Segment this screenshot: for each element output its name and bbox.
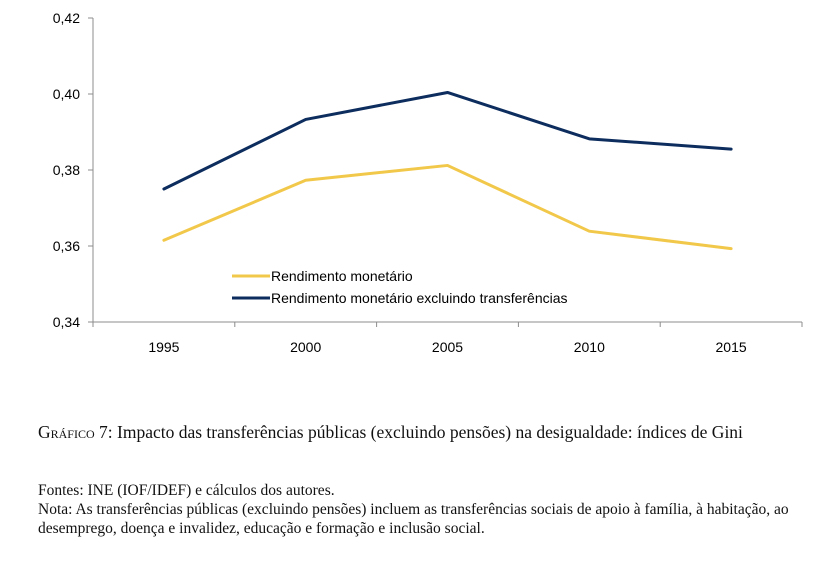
figure-caption: Gráfico 7: Impacto das transferências pú… [38,421,818,443]
legend-label: Rendimento monetário [271,268,413,284]
y-tick-label: 0,36 [53,238,80,254]
y-tick-label: 0,40 [53,86,80,102]
gini-line-chart: 0,34 0,36 0,38 0,40 0,42 1995 2000 2005 2010 201… [53,10,803,355]
legend-label: Rendimento monetário excluindo transferê… [271,290,568,306]
y-axis-ticks: 0,34 0,36 0,38 0,40 0,42 [53,10,93,330]
note-text: Nota: As transferências públicas (exclui… [38,501,789,537]
figure-notes: Fontes: INE (IOF/IDEF) e cálculos dos au… [38,481,818,538]
x-axis-ticks: 1995 2000 2005 2010 2015 [92,322,803,355]
y-tick-label: 0,34 [53,314,80,330]
sources-text: Fontes: INE (IOF/IDEF) e cálculos dos au… [38,482,335,499]
x-tick-label: 2010 [574,339,605,355]
x-tick-label: 1995 [148,339,179,355]
series-line-2 [162,90,733,191]
y-tick-label: 0,42 [53,10,80,26]
y-tick-label: 0,38 [53,162,80,178]
x-tick-label: 2015 [716,339,747,355]
series-line-1 [162,163,733,251]
x-tick-label: 2000 [290,339,321,355]
x-tick-label: 2005 [432,339,463,355]
legend: Rendimento monetário Rendimento monetário… [232,268,568,306]
series-lines [162,90,733,251]
figure-caption-text: : Impacto das transferências públicas (e… [107,422,743,442]
figure-label: Gráfico 7 [38,422,108,442]
